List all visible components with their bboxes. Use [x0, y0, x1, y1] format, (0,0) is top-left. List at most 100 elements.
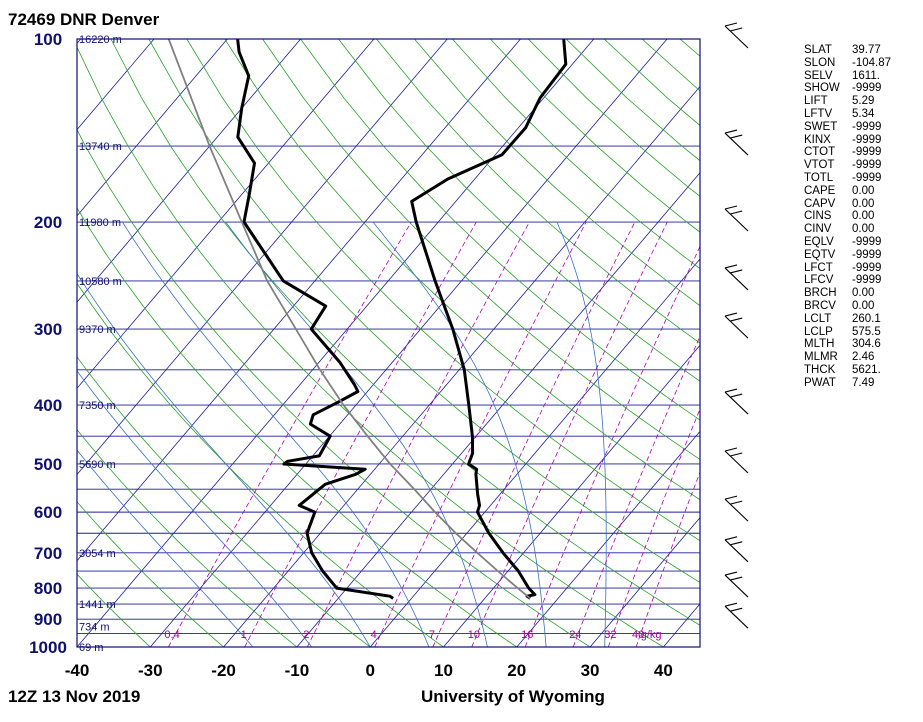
- index-row: PWAT 7.49: [804, 377, 891, 390]
- wind-barb-staff: [724, 539, 749, 563]
- wind-barb-flag: [724, 22, 738, 27]
- index-key: THCK: [804, 363, 836, 376]
- index-key: SLAT: [804, 44, 832, 56]
- isotherm-line: [589, 517, 700, 647]
- index-key: KINX: [804, 133, 831, 146]
- index-value: -9999: [852, 133, 882, 146]
- mixing-ratio-label: 16: [521, 629, 533, 641]
- temperature-tick-label: 20: [507, 661, 526, 680]
- pressure-tick-label: 500: [34, 455, 62, 474]
- mixing-ratio-label: 32: [604, 629, 616, 641]
- index-key: EQLV: [804, 235, 834, 248]
- mixing-ratio-unit: g/kg: [641, 629, 662, 641]
- index-row: CTOT -9999: [804, 146, 891, 159]
- moist-adiabat: [225, 221, 488, 647]
- index-value: 575.5: [852, 325, 881, 338]
- wind-barb-flag: [730, 607, 743, 612]
- mixing-ratio-label: 10: [468, 629, 480, 641]
- index-key: CAPE: [804, 184, 836, 197]
- wind-barb-staff: [724, 25, 749, 49]
- index-row: CAPV 0.00: [804, 198, 891, 211]
- index-value: 5.34: [852, 107, 875, 120]
- isotherm-line: [77, 39, 375, 389]
- mixing-ratio-label: 7: [429, 629, 435, 641]
- mixing-ratio-label: 2: [303, 629, 309, 641]
- index-key: PWAT: [804, 376, 836, 389]
- pressure-tick-label: 100: [34, 30, 62, 49]
- index-value: -9999: [852, 274, 882, 287]
- moist-adiabat: [122, 221, 430, 647]
- wind-barb-flag: [724, 129, 738, 134]
- height-label: 734 m: [79, 621, 110, 633]
- index-value: -9999: [852, 261, 882, 274]
- isotherm-line: [77, 39, 595, 647]
- mixing-ratio-line: [471, 221, 668, 647]
- index-value: -9999: [852, 120, 882, 133]
- mixing-ratio-label: 1: [241, 629, 247, 641]
- wind-barb-flag: [730, 269, 743, 274]
- index-key: TOTL: [804, 171, 834, 184]
- height-label: 1441 m: [79, 599, 116, 611]
- dry-adiabat: [77, 128, 591, 647]
- index-row: CINV 0.00: [804, 223, 891, 236]
- index-row: CAPE 0.00: [804, 185, 891, 198]
- index-row: LFCT -9999: [804, 262, 891, 275]
- pressure-tick-label: 700: [34, 544, 62, 563]
- moist-adiabat: [77, 449, 254, 647]
- mixing-ratio-line: [635, 471, 700, 647]
- height-label: 9370 m: [79, 324, 116, 336]
- wind-barb-staff: [724, 391, 749, 415]
- wind-barb-flag: [730, 500, 743, 505]
- index-value: 0.00: [852, 223, 875, 236]
- index-key: LCLT: [804, 312, 832, 325]
- dry-adiabat: [262, 39, 700, 460]
- wind-barb-staff: [724, 574, 749, 598]
- index-key: LCLP: [804, 325, 833, 338]
- dry-adiabat: [110, 39, 700, 626]
- pressure-tick-label: 1000: [29, 638, 67, 657]
- index-row: BRCV 0.00: [804, 300, 891, 313]
- index-key: SHOW: [804, 82, 840, 95]
- temperature-tick-label: -10: [285, 661, 310, 680]
- dry-adiabat: [414, 39, 700, 307]
- index-row: LFCV -9999: [804, 274, 891, 287]
- height-label: 16220 m: [79, 34, 122, 46]
- index-row: SELV 1611.: [804, 70, 891, 83]
- index-key: BRCV: [804, 299, 836, 312]
- index-value: -9999: [852, 235, 882, 248]
- wind-barb-staff: [724, 315, 749, 339]
- isotherm-line: [77, 39, 228, 217]
- wind-barb-flag: [724, 388, 738, 393]
- index-value: -9999: [852, 159, 882, 172]
- mixing-ratio-label: 4: [371, 629, 377, 641]
- pressure-tick-label: 200: [34, 213, 62, 232]
- index-key: BRCH: [804, 287, 837, 300]
- temperature-tick-label: -30: [138, 661, 163, 680]
- dry-adiabat: [148, 39, 700, 583]
- temperature-tick-label: 30: [581, 661, 600, 680]
- index-row: EQLV -9999: [804, 236, 891, 249]
- index-row: LCLP 575.5: [804, 326, 891, 339]
- index-row: THCK 5621.: [804, 364, 891, 377]
- wind-barb-flag: [724, 205, 738, 210]
- pressure-tick-label: 600: [34, 503, 62, 522]
- pressure-tick-label: 800: [34, 579, 62, 598]
- pressure-tick-label: 400: [34, 396, 62, 415]
- index-value: 39.77: [852, 44, 881, 56]
- mixing-ratio-line: [374, 221, 587, 647]
- plot-area: [77, 39, 700, 647]
- height-label: 3054 m: [79, 548, 116, 560]
- mixing-ratio-label: 40: [632, 629, 644, 641]
- index-row: BRCH 0.00: [804, 287, 891, 300]
- wind-barb-flag: [730, 134, 743, 139]
- index-key: SWET: [804, 120, 838, 133]
- index-row: LCLT 260.1: [804, 313, 891, 326]
- wind-barb-flag: [730, 393, 743, 398]
- height-label: 10580 m: [79, 276, 122, 288]
- index-value: 2.46: [852, 351, 875, 364]
- wind-barb-staff: [724, 267, 749, 291]
- height-label: 69 m: [79, 642, 103, 654]
- mixing-ratio-line: [168, 221, 412, 647]
- dry-adiabat: [300, 39, 700, 421]
- index-value: -9999: [852, 248, 882, 261]
